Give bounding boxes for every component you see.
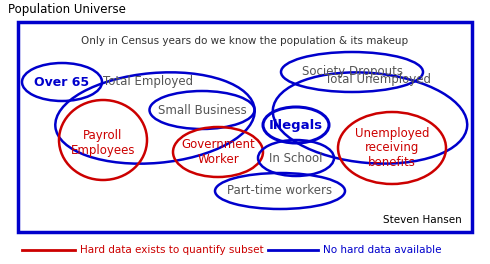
- Text: Society Dropouts: Society Dropouts: [301, 65, 402, 78]
- Text: Payroll
Employees: Payroll Employees: [71, 129, 135, 157]
- Text: Small Business: Small Business: [158, 103, 246, 116]
- Text: No hard data available: No hard data available: [323, 245, 441, 255]
- Text: Only in Census years do we know the population & its makeup: Only in Census years do we know the popu…: [81, 36, 409, 46]
- Text: Steven Hansen: Steven Hansen: [383, 215, 462, 225]
- Text: Population Universe: Population Universe: [8, 3, 126, 16]
- Bar: [18, 22, 472, 232]
- Text: Total Unemployed: Total Unemployed: [325, 73, 431, 87]
- Text: Illegals: Illegals: [269, 119, 323, 131]
- Text: Hard data exists to quantify subset: Hard data exists to quantify subset: [80, 245, 264, 255]
- Text: In School: In School: [269, 152, 323, 164]
- Text: Over 65: Over 65: [34, 76, 90, 88]
- Text: Unemployed
receiving
benefits: Unemployed receiving benefits: [355, 126, 429, 169]
- Text: Total Employed: Total Employed: [103, 76, 193, 88]
- Text: Government
Worker: Government Worker: [181, 138, 255, 166]
- Text: Part-time workers: Part-time workers: [227, 185, 333, 197]
